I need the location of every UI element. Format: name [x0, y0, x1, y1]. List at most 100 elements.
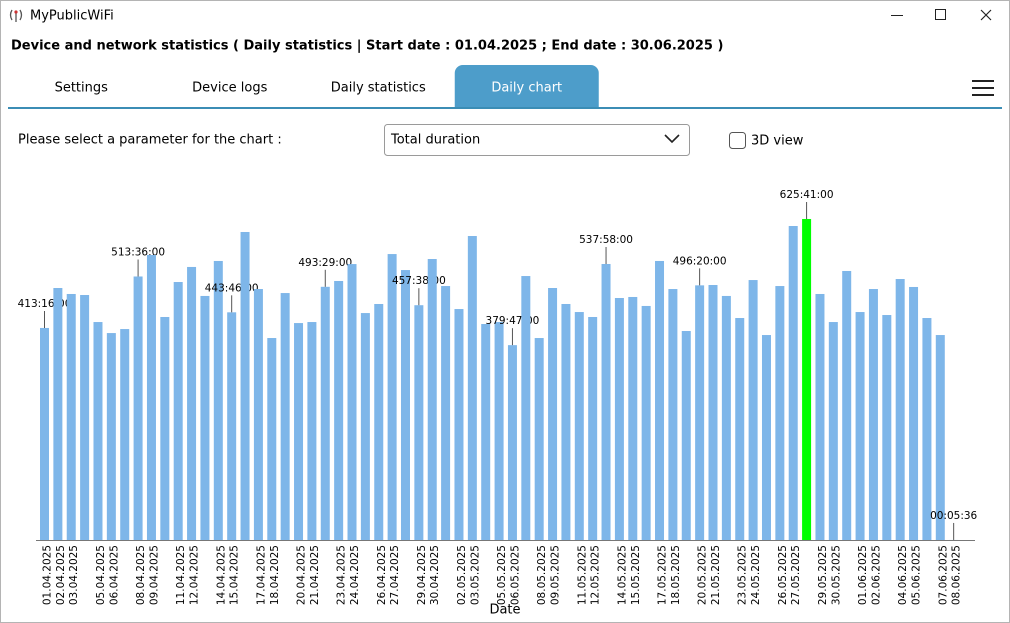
- bar: [173, 282, 183, 540]
- tab-label[interactable]: Daily chart: [491, 81, 562, 96]
- bar: [909, 286, 919, 540]
- bar: [708, 285, 718, 540]
- x-tick-label: 21.04.2025: [309, 545, 321, 605]
- x-tick-label: 05.06.2025: [911, 545, 923, 605]
- bar: [507, 345, 517, 540]
- bar: [855, 312, 865, 540]
- bar: [815, 293, 825, 540]
- x-tick-label: 08.06.2025: [951, 545, 963, 605]
- tab-active-bg: [454, 65, 599, 108]
- bar: [253, 289, 263, 540]
- x-tick-label: 17.05.2025: [657, 545, 669, 605]
- parameter-value: Total duration: [390, 133, 480, 148]
- x-tick-label: 09.04.2025: [148, 545, 160, 605]
- bar: [66, 293, 76, 540]
- x-tick-label: 20.05.2025: [697, 545, 709, 605]
- bar: [842, 270, 852, 540]
- bar: [895, 279, 905, 540]
- bar: [454, 309, 464, 540]
- chart: 01.04.2025 413:16:00 02.04.2025 03.04.2025 0…: [18, 189, 978, 618]
- bar: [267, 338, 277, 540]
- value-label: 513:36:00: [111, 246, 165, 258]
- x-tick-label: 01.04.2025: [42, 545, 54, 605]
- bar: [133, 276, 143, 540]
- bar: [53, 288, 63, 540]
- close-button[interactable]: [980, 9, 992, 21]
- bar: [441, 286, 451, 540]
- bar: [320, 286, 330, 540]
- x-tick-label: 08.05.2025: [536, 545, 548, 605]
- bar: [561, 303, 571, 540]
- tab-label[interactable]: Device logs: [192, 81, 267, 96]
- bar: [280, 293, 290, 540]
- x-tick-label: 29.04.2025: [416, 545, 428, 605]
- x-tick-label: 11.05.2025: [576, 545, 588, 605]
- x-tick-label: 11.04.2025: [175, 545, 187, 605]
- value-label: 00:05:36: [930, 510, 977, 522]
- bar: [93, 322, 103, 540]
- dropdown-chevron: [664, 134, 680, 144]
- x-tick-label: 23.05.2025: [737, 545, 749, 605]
- bar: [467, 236, 477, 540]
- bar: [414, 305, 424, 540]
- x-axis-title: Date: [489, 603, 520, 618]
- x-tick-label: 09.05.2025: [550, 545, 562, 605]
- bar: [427, 259, 437, 540]
- bar: [307, 322, 317, 540]
- menu-button[interactable]: [972, 80, 994, 96]
- x-tick-label: 18.04.2025: [269, 545, 281, 605]
- bar: [360, 313, 370, 540]
- x-tick-label: 27.04.2025: [389, 545, 401, 605]
- bar: [735, 318, 745, 540]
- bar: [588, 316, 598, 540]
- x-tick-label: 05.05.2025: [496, 545, 508, 605]
- bar: [80, 295, 90, 540]
- value-label: 537:58:00: [579, 234, 633, 246]
- bar: [882, 315, 892, 540]
- parameter-dropdown[interactable]: [384, 124, 690, 156]
- bar: [668, 289, 678, 540]
- bar: [40, 327, 49, 540]
- x-tick-label: 24.05.2025: [750, 545, 762, 605]
- app-icon: [9, 9, 23, 22]
- bar: [775, 286, 785, 540]
- tab-bar: Settings Device logs Daily statistics Daily…: [55, 65, 599, 108]
- bar: [614, 298, 624, 540]
- bar: [788, 226, 798, 540]
- bar: [721, 295, 731, 540]
- bar: [534, 338, 544, 540]
- bar: [334, 280, 344, 540]
- x-tick-label: 21.05.2025: [710, 545, 722, 605]
- bar: [628, 296, 638, 540]
- bar: [347, 264, 357, 540]
- x-tick-label: 17.04.2025: [255, 545, 267, 605]
- x-tick-label: 24.04.2025: [349, 545, 361, 605]
- bar: [655, 260, 665, 540]
- bar: [160, 316, 170, 540]
- view-3d-checkbox[interactable]: [729, 132, 746, 149]
- bar: [574, 312, 584, 540]
- x-tick-label: 14.04.2025: [215, 545, 227, 605]
- parameter-label: Please select a parameter for the chart …: [18, 133, 282, 148]
- x-tick-label: 06.04.2025: [108, 545, 120, 605]
- tab-label[interactable]: Daily statistics: [331, 81, 426, 96]
- bar: [935, 335, 945, 540]
- bar: [146, 254, 156, 541]
- x-tick-label: 26.05.2025: [777, 545, 789, 605]
- bar: [120, 329, 130, 540]
- bar: [400, 270, 410, 540]
- tab-label[interactable]: Settings: [55, 81, 109, 96]
- bar: [601, 263, 611, 540]
- x-tick-label: 30.04.2025: [429, 545, 441, 605]
- bar: [802, 218, 812, 541]
- maximize-button[interactable]: [935, 9, 946, 20]
- x-tick-label: 05.04.2025: [95, 545, 107, 605]
- bar: [681, 331, 691, 540]
- bar: [374, 303, 384, 540]
- bar: [387, 254, 397, 541]
- x-tick-label: 12.04.2025: [189, 545, 201, 605]
- x-tick-label: 02.04.2025: [55, 545, 67, 605]
- x-tick-label: 14.05.2025: [616, 545, 628, 605]
